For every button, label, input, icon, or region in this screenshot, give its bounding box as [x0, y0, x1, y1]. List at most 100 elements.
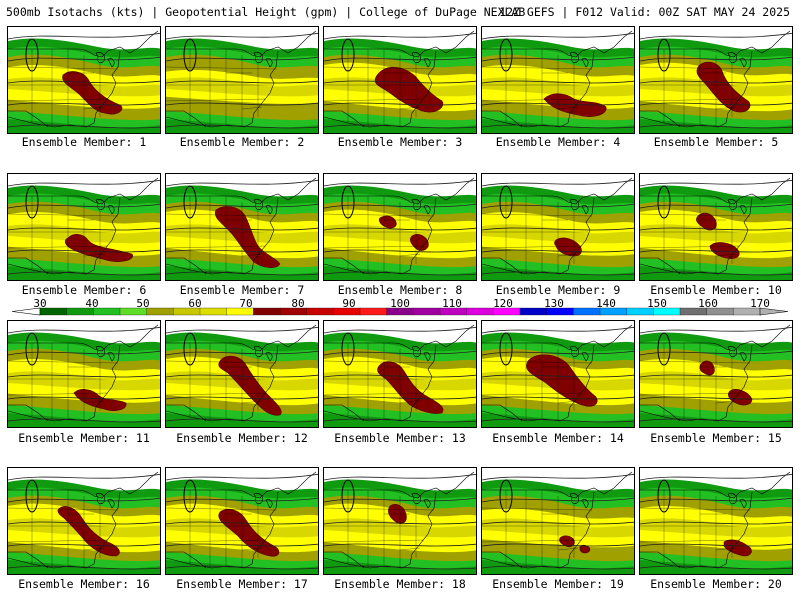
- ensemble-map-panel: [7, 173, 161, 281]
- map-borders: [640, 471, 791, 569]
- map-borders: [8, 30, 159, 128]
- height-contours: [482, 32, 634, 129]
- colorbar-tick-label: 150: [647, 297, 667, 310]
- isotach-map: [640, 468, 792, 574]
- isotach-map: [166, 174, 318, 280]
- isotach-map: [324, 321, 476, 427]
- ensemble-member-label: Ensemble Member: 20: [650, 577, 782, 591]
- colorbar-tick-label: 50: [136, 297, 150, 310]
- height-contours: [640, 32, 792, 129]
- map-borders: [482, 30, 633, 128]
- colorbar-tick-label: 60: [188, 297, 202, 310]
- colorbar-tick-label: 170: [750, 297, 770, 310]
- map-title: 500mb Isotachs (kts) | Geopotential Heig…: [6, 5, 526, 19]
- isotach-map: [166, 321, 318, 427]
- height-contours: [166, 179, 318, 276]
- jet-core-region: [214, 206, 281, 268]
- isotach-map: [482, 27, 634, 133]
- isotach-map: [166, 27, 318, 133]
- height-contours: [640, 179, 792, 276]
- colorbar-swatch: [466, 307, 494, 316]
- height-contours: [482, 473, 634, 570]
- ensemble-map-panel: [165, 320, 319, 428]
- ensemble-member-label: Ensemble Member: 13: [334, 431, 466, 445]
- colorbar-tick-label: 120: [493, 297, 513, 310]
- ensemble-member-label: Ensemble Member: 6: [21, 283, 147, 297]
- ensemble-member-label: Ensemble Member: 16: [18, 577, 150, 591]
- map-borders: [8, 471, 159, 569]
- height-contours: [640, 473, 792, 570]
- jet-core-region: [374, 66, 444, 113]
- isotach-map: [324, 27, 476, 133]
- ensemble-map-panel: [7, 467, 161, 575]
- ensemble-map-panel: [323, 320, 477, 428]
- ensemble-member-label: Ensemble Member: 4: [495, 135, 621, 149]
- ensemble-map-panel: [481, 173, 635, 281]
- isotach-map: [324, 468, 476, 574]
- ensemble-member-label: Ensemble Member: 9: [495, 283, 621, 297]
- map-borders: [8, 177, 159, 275]
- isotach-map: [8, 27, 160, 133]
- ensemble-map-panel: [165, 467, 319, 575]
- isotach-map: [482, 174, 634, 280]
- colorbar-swatch: [306, 307, 334, 316]
- isotach-map: [482, 468, 634, 574]
- jet-core-region: [218, 355, 282, 416]
- ensemble-map-panel: [639, 320, 793, 428]
- height-contours: [8, 326, 160, 423]
- map-borders: [166, 177, 317, 275]
- map-borders: [640, 30, 791, 128]
- ensemble-map-panel: [323, 26, 477, 134]
- map-borders: [482, 324, 633, 422]
- ensemble-member-label: Ensemble Member: 15: [650, 431, 782, 445]
- colorbar-tick-label: 130: [544, 297, 564, 310]
- colorbar-tick-label: 140: [596, 297, 616, 310]
- ensemble-member-label: Ensemble Member: 5: [653, 135, 779, 149]
- ensemble-map-panel: [481, 320, 635, 428]
- ensemble-map-panel: [639, 467, 793, 575]
- isotach-map: [482, 321, 634, 427]
- run-valid-time: 12Z GEFS | F012 Valid: 00Z SAT MAY 24 20…: [499, 5, 790, 19]
- ensemble-member-label: Ensemble Member: 19: [492, 577, 624, 591]
- height-contours: [8, 32, 160, 129]
- colorbar-tick-label: 40: [85, 297, 99, 310]
- ensemble-member-label: Ensemble Member: 2: [179, 135, 305, 149]
- ensemble-map-panel: [323, 173, 477, 281]
- colorbar-swatch: [413, 307, 441, 316]
- map-borders: [8, 324, 159, 422]
- colorbar-swatch: [253, 307, 281, 316]
- ensemble-map-panel: [165, 173, 319, 281]
- colorbar-tick-label: 30: [33, 297, 47, 310]
- map-borders: [166, 30, 317, 128]
- height-contours: [166, 326, 318, 423]
- height-contours: [482, 179, 634, 276]
- ensemble-map-panel: [165, 26, 319, 134]
- colorbar-swatch: [146, 307, 174, 316]
- ensemble-member-label: Ensemble Member: 7: [179, 283, 305, 297]
- ensemble-member-label: Ensemble Member: 18: [334, 577, 466, 591]
- ensemble-member-label: Ensemble Member: 10: [650, 283, 782, 297]
- jet-core-region: [526, 354, 598, 407]
- isotach-map: [640, 27, 792, 133]
- colorbar-tick-label: 80: [291, 297, 305, 310]
- ensemble-member-label: Ensemble Member: 1: [21, 135, 147, 149]
- isotach-map: [8, 321, 160, 427]
- colorbar-tick-label: 160: [698, 297, 718, 310]
- ensemble-map-panel: [7, 26, 161, 134]
- ensemble-member-label: Ensemble Member: 11: [18, 431, 150, 445]
- isotach-map: [324, 174, 476, 280]
- ensemble-map-panel: [639, 26, 793, 134]
- isotach-map: [640, 174, 792, 280]
- height-contours: [8, 179, 160, 276]
- jet-core-region: [723, 539, 752, 557]
- map-borders: [324, 471, 475, 569]
- height-contours: [166, 32, 318, 129]
- ensemble-member-label: Ensemble Member: 3: [337, 135, 463, 149]
- ensemble-map-panel: [481, 26, 635, 134]
- isotach-map: [8, 468, 160, 574]
- ensemble-member-label: Ensemble Member: 17: [176, 577, 308, 591]
- colorbar-tick-label: 90: [342, 297, 356, 310]
- jet-core-region: [64, 234, 133, 262]
- ensemble-member-label: Ensemble Member: 12: [176, 431, 308, 445]
- colorbar-tick-label: 110: [442, 297, 462, 310]
